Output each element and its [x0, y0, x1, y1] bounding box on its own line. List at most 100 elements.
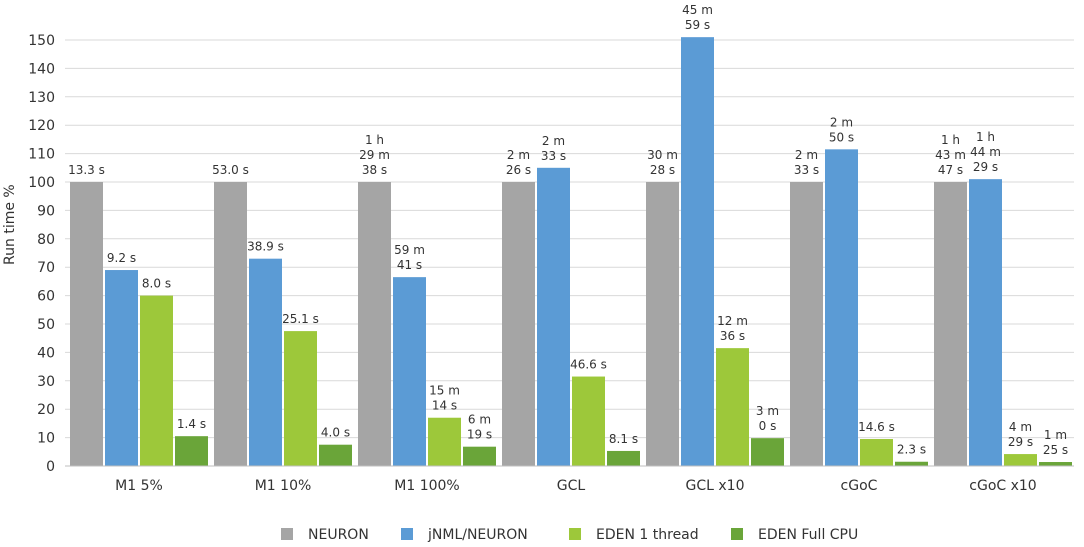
- data-label: 2.3 s: [897, 443, 926, 457]
- data-label: 29 s: [1008, 435, 1033, 449]
- y-axis-label: Run time %: [2, 184, 18, 265]
- bar: [140, 295, 173, 466]
- data-label: 41 s: [397, 258, 422, 272]
- data-label: 46.6 s: [570, 358, 607, 372]
- data-label: 59 m: [394, 243, 425, 257]
- y-tick-label: 40: [37, 345, 55, 361]
- y-tick-label: 100: [28, 175, 55, 191]
- bar: [572, 376, 605, 466]
- bar: [895, 461, 928, 466]
- data-label: 13.3 s: [68, 163, 105, 177]
- data-label: 15 m: [429, 384, 460, 398]
- data-label: 6 m: [468, 413, 491, 427]
- bar: [934, 182, 967, 466]
- x-tick-label: cGoC x10: [969, 478, 1036, 494]
- y-tick-label: 140: [28, 61, 55, 77]
- bar: [681, 37, 714, 466]
- legend-swatch: [731, 528, 743, 540]
- y-tick-label: 10: [37, 431, 55, 447]
- data-label: 38 s: [362, 163, 387, 177]
- bar: [70, 182, 103, 466]
- legend-swatch: [569, 528, 581, 540]
- data-label: 8.0 s: [142, 277, 171, 291]
- data-label: 0 s: [759, 419, 777, 433]
- legend-label: jNML/NEURON: [427, 527, 528, 543]
- y-tick-label: 80: [37, 232, 55, 248]
- data-label: 50 s: [829, 130, 854, 144]
- bar: [319, 444, 352, 466]
- data-label: 29 m: [359, 148, 390, 162]
- bar: [825, 149, 858, 466]
- bar: [214, 182, 247, 466]
- y-tick-label: 90: [37, 203, 55, 219]
- y-tick-label: 150: [28, 33, 55, 49]
- data-label: 33 s: [541, 149, 566, 163]
- bar: [393, 277, 426, 466]
- bar: [646, 182, 679, 466]
- data-label: 44 m: [970, 145, 1001, 159]
- data-label: 4 m: [1009, 420, 1032, 434]
- data-label: 25.1 s: [282, 312, 319, 326]
- bar: [790, 182, 823, 466]
- y-tick-label: 70: [37, 260, 55, 276]
- bar: [751, 438, 784, 466]
- bar: [175, 436, 208, 466]
- bar: [358, 182, 391, 466]
- data-label: 14.6 s: [858, 420, 895, 434]
- legend-label: EDEN Full CPU: [758, 527, 858, 543]
- y-tick-label: 130: [28, 90, 55, 106]
- y-tick-label: 0: [46, 459, 55, 475]
- legend-swatch: [401, 528, 413, 540]
- data-label: 53.0 s: [212, 163, 249, 177]
- data-label: 1 h: [365, 133, 384, 147]
- y-tick-label: 60: [37, 289, 55, 305]
- data-label: 2 m: [542, 134, 565, 148]
- bar: [969, 179, 1002, 466]
- data-label: 25 s: [1043, 443, 1068, 457]
- data-label: 9.2 s: [107, 251, 136, 265]
- data-label: 33 s: [794, 163, 819, 177]
- x-tick-label: M1 5%: [115, 478, 163, 494]
- legend-label: EDEN 1 thread: [596, 527, 699, 543]
- data-label: 47 s: [938, 163, 963, 177]
- y-tick-label: 20: [37, 402, 55, 418]
- data-label: 43 m: [935, 148, 966, 162]
- bar: [428, 417, 461, 466]
- data-label: 1 h: [976, 130, 995, 144]
- data-label: 1 m: [1044, 428, 1067, 442]
- bar: [249, 258, 282, 466]
- y-tick-label: 50: [37, 317, 55, 333]
- bar: [463, 446, 496, 466]
- bar: [1039, 462, 1072, 466]
- y-tick-label: 30: [37, 374, 55, 390]
- data-label: 8.1 s: [609, 432, 638, 446]
- data-label: 14 s: [432, 399, 457, 413]
- data-label: 26 s: [506, 163, 531, 177]
- x-tick-label: GCL: [557, 478, 586, 494]
- x-tick-label: M1 100%: [394, 478, 459, 494]
- data-label: 30 m: [647, 148, 678, 162]
- bar: [284, 331, 317, 466]
- data-label: 1.4 s: [177, 417, 206, 431]
- data-label: 59 s: [685, 18, 710, 32]
- x-tick-label: cGoC: [841, 478, 878, 494]
- y-tick-label: 110: [28, 147, 55, 163]
- data-label: 45 m: [682, 3, 713, 17]
- data-label: 29 s: [973, 160, 998, 174]
- legend-swatch: [281, 528, 293, 540]
- data-label: 2 m: [795, 148, 818, 162]
- legend-label: NEURON: [308, 527, 369, 543]
- data-label: 38.9 s: [247, 240, 284, 254]
- bar: [860, 439, 893, 466]
- x-tick-label: M1 10%: [255, 478, 312, 494]
- x-tick-label: GCL x10: [686, 478, 745, 494]
- data-label: 28 s: [650, 163, 675, 177]
- bar: [537, 167, 570, 467]
- data-label: 1 h: [941, 133, 960, 147]
- data-label: 2 m: [507, 148, 530, 162]
- data-label: 2 m: [830, 115, 853, 129]
- data-label: 12 m: [717, 314, 748, 328]
- data-label: 36 s: [720, 329, 745, 343]
- data-label: 19 s: [467, 428, 492, 442]
